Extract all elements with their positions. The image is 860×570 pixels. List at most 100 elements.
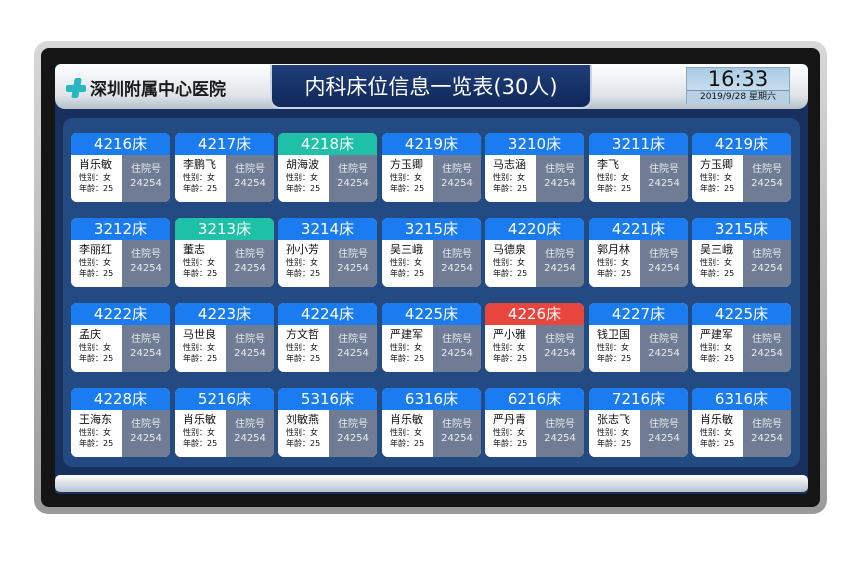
- patient-sex: 性别：女: [390, 427, 433, 438]
- patient-name: 刘敏燕: [286, 413, 319, 426]
- bed-number: 4226床: [485, 303, 584, 325]
- patient-name: 李丽红: [79, 243, 112, 256]
- patient-name: 方玉卿: [390, 158, 423, 171]
- patient-age: 年龄：25: [390, 268, 433, 279]
- patient-sex: 性别：女: [700, 172, 743, 183]
- age-value: 25: [207, 354, 218, 363]
- age-value: 25: [621, 354, 632, 363]
- admission-label: 住院号: [131, 249, 161, 260]
- age-label: 年龄：: [700, 354, 724, 363]
- patient-age: 年龄：25: [79, 353, 122, 364]
- bed-card[interactable]: 4216床 肖乐敏 性别：女 年龄：25 住院号 24254: [71, 133, 170, 202]
- age-label: 年龄：: [493, 184, 517, 193]
- bed-card[interactable]: 4225床 严建军 性别：女 年龄：25 住院号 24254: [692, 303, 791, 372]
- bed-card[interactable]: 3215床 吴三峨 性别：女 年龄：25 住院号 24254: [382, 218, 481, 287]
- bed-card[interactable]: 7216床 张志飞 性别：女 年龄：25 住院号 24254: [589, 388, 688, 457]
- bed-card[interactable]: 6316床 肖乐敏 性别：女 年龄：25 住院号 24254: [382, 388, 481, 457]
- bed-card[interactable]: 4217床 李鹏飞 性别：女 年龄：25 住院号 24254: [175, 133, 274, 202]
- patient-age: 年龄：25: [597, 268, 640, 279]
- sex-value: 女: [310, 173, 318, 182]
- patient-sex: 性别：女: [183, 172, 226, 183]
- bed-card[interactable]: 4225床 严建军 性别：女 年龄：25 住院号 24254: [382, 303, 481, 372]
- medical-cross-icon: [66, 78, 86, 98]
- page-title: 内科床位信息一览表(30人): [270, 65, 592, 109]
- patient-sex: 性别：女: [183, 257, 226, 268]
- patient-age: 年龄：25: [286, 183, 329, 194]
- bed-card[interactable]: 4221床 郭月林 性别：女 年龄：25 住院号 24254: [589, 218, 688, 287]
- admission-label: 住院号: [545, 334, 575, 345]
- bed-card[interactable]: 3214床 孙小芳 性别：女 年龄：25 住院号 24254: [278, 218, 377, 287]
- patient-age: 年龄：25: [286, 438, 329, 449]
- bed-number: 4218床: [278, 133, 377, 155]
- sex-label: 性别：: [390, 258, 414, 267]
- sex-value: 女: [103, 173, 111, 182]
- bed-number: 3214床: [278, 218, 377, 240]
- age-label: 年龄：: [390, 354, 414, 363]
- bottom-bar: [55, 475, 808, 492]
- age-label: 年龄：: [700, 269, 724, 278]
- bed-card[interactable]: 4227床 钱卫国 性别：女 年龄：25 住院号 24254: [589, 303, 688, 372]
- bed-card[interactable]: 6216床 严丹青 性别：女 年龄：25 住院号 24254: [485, 388, 584, 457]
- sex-label: 性别：: [183, 258, 207, 267]
- bed-card[interactable]: 4219床 方玉卿 性别：女 年龄：25 住院号 24254: [382, 133, 481, 202]
- bed-number: 4222床: [71, 303, 170, 325]
- admission-label: 住院号: [649, 334, 679, 345]
- bed-number: 3213床: [175, 218, 274, 240]
- bed-number: 4220床: [485, 218, 584, 240]
- age-value: 25: [414, 269, 425, 278]
- bed-card[interactable]: 4224床 方文哲 性别：女 年龄：25 住院号 24254: [278, 303, 377, 372]
- bed-card[interactable]: 4220床 马德泉 性别：女 年龄：25 住院号 24254: [485, 218, 584, 287]
- bed-card[interactable]: 3210床 马志涵 性别：女 年龄：25 住院号 24254: [485, 133, 584, 202]
- sex-label: 性别：: [183, 428, 207, 437]
- patient-name: 严建军: [390, 328, 423, 341]
- admission-number: 24254: [544, 178, 576, 189]
- bed-card[interactable]: 5316床 刘敏燕 性别：女 年龄：25 住院号 24254: [278, 388, 377, 457]
- bed-number: 4219床: [382, 133, 481, 155]
- bed-number: 4225床: [382, 303, 481, 325]
- bed-card[interactable]: 6316床 肖乐敏 性别：女 年龄：25 住院号 24254: [692, 388, 791, 457]
- patient-age: 年龄：25: [390, 438, 433, 449]
- patient-age: 年龄：25: [183, 183, 226, 194]
- admission-label: 住院号: [131, 334, 161, 345]
- admission-label: 住院号: [752, 334, 782, 345]
- sex-label: 性别：: [700, 258, 724, 267]
- bed-card[interactable]: 4219床 方玉卿 性别：女 年龄：25 住院号 24254: [692, 133, 791, 202]
- bed-card[interactable]: 4226床 严小雅 性别：女 年龄：25 住院号 24254: [485, 303, 584, 372]
- bed-number: 7216床: [589, 388, 688, 410]
- age-value: 25: [103, 269, 114, 278]
- sex-value: 女: [621, 343, 629, 352]
- admission-label: 住院号: [131, 419, 161, 430]
- bed-card[interactable]: 3215床 吴三峨 性别：女 年龄：25 住院号 24254: [692, 218, 791, 287]
- sex-label: 性别：: [286, 173, 310, 182]
- patient-name: 肖乐敏: [700, 413, 733, 426]
- bed-card[interactable]: 3213床 董志 性别：女 年龄：25 住院号 24254: [175, 218, 274, 287]
- admission-label: 住院号: [131, 164, 161, 175]
- patient-name: 严小雅: [493, 328, 526, 341]
- patient-name: 严丹青: [493, 413, 526, 426]
- age-label: 年龄：: [286, 354, 310, 363]
- patient-sex: 性别：女: [79, 342, 122, 353]
- patient-sex: 性别：女: [79, 427, 122, 438]
- sex-label: 性别：: [493, 428, 517, 437]
- sex-label: 性别：: [286, 343, 310, 352]
- bed-card[interactable]: 4218床 胡海波 性别：女 年龄：25 住院号 24254: [278, 133, 377, 202]
- patient-age: 年龄：25: [597, 438, 640, 449]
- admission-number: 24254: [751, 348, 783, 359]
- bed-number: 4228床: [71, 388, 170, 410]
- bed-card[interactable]: 5216床 肖乐敏 性别：女 年龄：25 住院号 24254: [175, 388, 274, 457]
- sex-value: 女: [103, 343, 111, 352]
- bed-card[interactable]: 4222床 孟庆 性别：女 年龄：25 住院号 24254: [71, 303, 170, 372]
- patient-sex: 性别：女: [700, 342, 743, 353]
- bed-card[interactable]: 4228床 王海东 性别：女 年龄：25 住院号 24254: [71, 388, 170, 457]
- sex-label: 性别：: [390, 428, 414, 437]
- bed-card[interactable]: 4223床 马世良 性别：女 年龄：25 住院号 24254: [175, 303, 274, 372]
- age-value: 25: [517, 354, 528, 363]
- sex-value: 女: [414, 343, 422, 352]
- bed-card[interactable]: 3211床 李飞 性别：女 年龄：25 住院号 24254: [589, 133, 688, 202]
- bed-card[interactable]: 3212床 李丽红 性别：女 年龄：25 住院号 24254: [71, 218, 170, 287]
- admission-number: 24254: [234, 263, 266, 274]
- sex-value: 女: [310, 343, 318, 352]
- age-label: 年龄：: [79, 184, 103, 193]
- patient-sex: 性别：女: [79, 257, 122, 268]
- admission-label: 住院号: [442, 164, 472, 175]
